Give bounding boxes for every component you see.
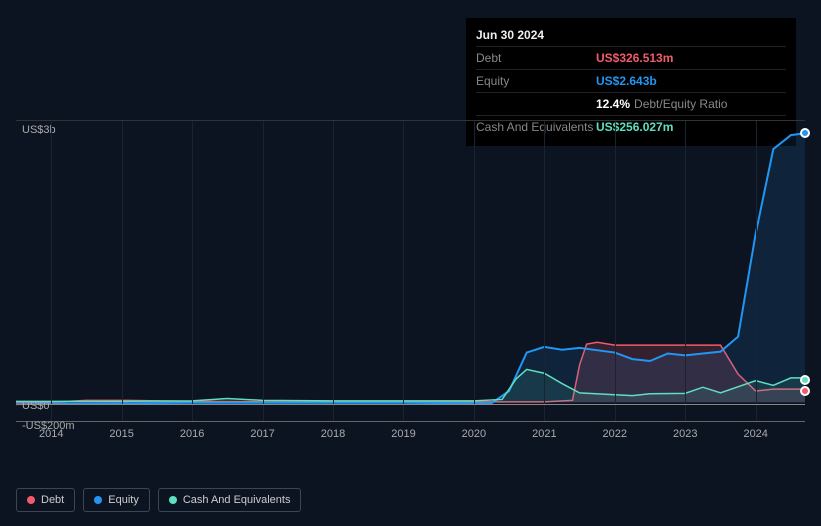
tooltip-row-sub: Debt/Equity Ratio <box>634 97 727 111</box>
y-tick-label: US$0 <box>22 400 50 412</box>
tooltip-row: DebtUS$326.513m <box>476 46 786 69</box>
gridline <box>403 121 404 421</box>
x-tick-label: 2021 <box>532 428 556 440</box>
tooltip-row-value: 12.4%Debt/Equity Ratio <box>596 95 727 113</box>
gridline <box>333 121 334 421</box>
x-tick-label: 2019 <box>391 428 415 440</box>
x-tick-label: 2023 <box>673 428 697 440</box>
chart-plot-area[interactable] <box>16 120 805 422</box>
debt-equity-chart[interactable]: US$3b US$0 -US$200m 20142015201620172018… <box>16 120 805 446</box>
legend-item-label: Debt <box>41 494 64 506</box>
tooltip-date: Jun 30 2024 <box>476 26 786 44</box>
x-tick-label: 2016 <box>180 428 204 440</box>
x-tick-label: 2017 <box>250 428 274 440</box>
x-axis: 2014 2015 2016 2017 2018 2019 2020 2021 2022 2023… <box>16 426 805 446</box>
x-tick-label: 2014 <box>39 428 63 440</box>
tooltip-row: EquityUS$2.643b <box>476 69 786 92</box>
chart-legend: Debt Equity Cash And Equivalents <box>16 488 301 512</box>
legend-dot-icon <box>94 496 102 504</box>
x-tick-label: 2022 <box>603 428 627 440</box>
legend-dot-icon <box>27 496 35 504</box>
zero-line <box>16 404 805 405</box>
legend-dot-icon <box>169 496 177 504</box>
series-marker-equity <box>800 128 810 138</box>
gridline <box>474 121 475 421</box>
legend-item-label: Equity <box>108 494 139 506</box>
tooltip-row: 12.4%Debt/Equity Ratio <box>476 92 786 115</box>
chart-svg <box>16 121 805 421</box>
tooltip-row-label <box>476 95 596 113</box>
x-tick-label: 2015 <box>109 428 133 440</box>
x-tick-label: 2018 <box>321 428 345 440</box>
gridline <box>122 121 123 421</box>
gridline <box>192 121 193 421</box>
series-marker-debt <box>800 386 810 396</box>
gridline <box>756 121 757 421</box>
series-area-equity <box>16 133 805 404</box>
legend-item-debt[interactable]: Debt <box>16 488 75 512</box>
legend-item-cash[interactable]: Cash And Equivalents <box>158 488 302 512</box>
gridline <box>615 121 616 421</box>
tooltip-row-label: Equity <box>476 72 596 90</box>
gridline <box>685 121 686 421</box>
tooltip-row-value: US$326.513m <box>596 49 673 67</box>
x-tick-label: 2024 <box>743 428 767 440</box>
legend-item-label: Cash And Equivalents <box>183 494 291 506</box>
x-tick-label: 2020 <box>462 428 486 440</box>
gridline <box>263 121 264 421</box>
tooltip-row-label: Debt <box>476 49 596 67</box>
legend-item-equity[interactable]: Equity <box>83 488 150 512</box>
gridline <box>51 121 52 421</box>
series-marker-cash <box>800 375 810 385</box>
tooltip-row-value: US$2.643b <box>596 72 657 90</box>
gridline <box>544 121 545 421</box>
